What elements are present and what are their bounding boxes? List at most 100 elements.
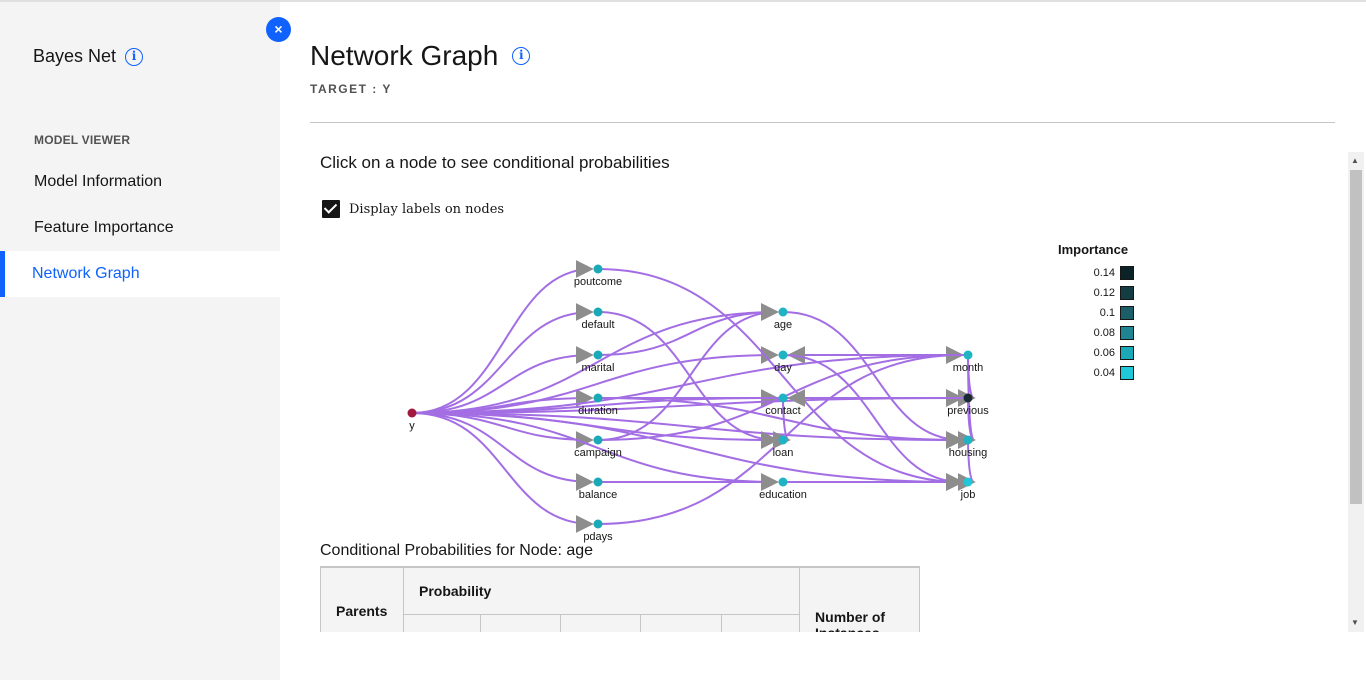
graph-node-label[interactable]: poutcome [574, 276, 622, 288]
graph-edge [411, 346, 779, 414]
graph-edge [597, 268, 964, 491]
graph-node-y[interactable] [407, 408, 417, 418]
graph-node-label[interactable]: marital [581, 362, 614, 374]
legend-entry-label: 0.06 [1093, 347, 1115, 359]
conditional-probabilities-title: Conditional Probabilities for Node: age [320, 542, 594, 559]
col-header-parents: Parents [320, 567, 404, 632]
legend-swatch [1120, 266, 1134, 280]
legend-swatch [1120, 306, 1134, 320]
sidebar: Bayes Net i MODEL VIEWER Model Informati… [0, 0, 280, 680]
graph-edge [597, 397, 964, 449]
graph-node-label[interactable]: balance [579, 489, 618, 501]
info-icon[interactable]: i [512, 47, 531, 65]
graph-edge [411, 412, 964, 491]
graph-node-label[interactable]: y [409, 420, 415, 432]
graph-node-label[interactable]: default [581, 319, 614, 331]
table-cell [479, 614, 561, 632]
graph-node-label[interactable]: housing [949, 447, 988, 459]
graph-node-balance[interactable] [593, 477, 603, 487]
close-icon: × [274, 21, 283, 37]
graph-node-job[interactable] [963, 477, 973, 487]
graph-node-loan[interactable] [778, 435, 788, 445]
display-labels-checkbox-label[interactable]: Display labels on nodes [349, 201, 505, 217]
graph-node-label[interactable]: previous [947, 405, 989, 417]
sidebar-item-model-information[interactable]: Model Information [0, 159, 280, 205]
graph-node-label[interactable]: age [774, 319, 792, 331]
divider [310, 122, 1335, 123]
info-icon[interactable]: i [125, 47, 144, 66]
legend-entry-label: 0.08 [1093, 327, 1115, 339]
scrollbar-thumb[interactable] [1350, 170, 1362, 504]
close-sidebar-button[interactable]: × [266, 17, 291, 42]
graph-edge [411, 303, 779, 414]
graph-node-day[interactable] [778, 350, 788, 360]
graph-node-label[interactable]: education [759, 489, 807, 501]
graph-edge [782, 354, 964, 491]
graph-edge [411, 412, 594, 491]
legend-swatch [1120, 286, 1134, 300]
graph-edge [411, 412, 964, 449]
graph-node-age[interactable] [778, 307, 788, 317]
legend-entry-label: 0.04 [1093, 367, 1115, 379]
graph-node-label[interactable]: contact [765, 405, 800, 417]
graph-node-previous[interactable] [963, 393, 973, 403]
graph-node-label[interactable]: day [774, 362, 792, 374]
scroll-up-icon[interactable]: ▲ [1351, 156, 1359, 165]
graph-node-label[interactable]: job [960, 489, 976, 501]
graph-node-contact[interactable] [778, 393, 788, 403]
graph-node-marital[interactable] [593, 350, 603, 360]
sidebar-item-feature-importance[interactable]: Feature Importance [0, 205, 280, 251]
table-cell [640, 614, 723, 632]
conditional-probabilities-table: Parents Probability Number of Instances [320, 566, 920, 632]
sidebar-item-network-graph[interactable]: Network Graph [0, 251, 280, 297]
scroll-down-icon[interactable]: ▼ [1351, 618, 1359, 627]
display-labels-checkbox[interactable] [322, 200, 340, 218]
graph-edge [411, 346, 594, 414]
graph-edge [597, 303, 779, 356]
target-label: TARGET : Y [310, 82, 392, 96]
sidebar-title: Bayes Net i [33, 46, 144, 67]
graph-node-month[interactable] [963, 350, 973, 360]
sidebar-item-label: Model Information [34, 173, 163, 190]
legend-entry: 0.04 [1058, 363, 1134, 383]
legend-swatch [1120, 346, 1134, 360]
legend-swatch [1120, 326, 1134, 340]
display-labels-checkbox-row[interactable]: Display labels on nodes [322, 200, 504, 218]
graph-edge [411, 412, 779, 491]
graph-edge [782, 311, 964, 449]
graph-node-label[interactable]: pdays [583, 531, 613, 543]
graph-node-poutcome[interactable] [593, 264, 603, 274]
page-title: Network Graph i [310, 40, 531, 72]
importance-legend: Importance 0.14 0.12 0.1 0.08 0.06 0.04 [1058, 242, 1134, 383]
graph-node-education[interactable] [778, 477, 788, 487]
graph-node-label[interactable]: campaign [574, 447, 622, 459]
sidebar-item-label: Network Graph [32, 265, 140, 282]
scrollbar[interactable]: ▲ ▼ [1348, 152, 1364, 632]
sidebar-section-label: MODEL VIEWER [34, 133, 131, 147]
graph-node-duration[interactable] [593, 393, 603, 403]
graph-edge [597, 303, 779, 441]
graph-node-campaign[interactable] [593, 435, 603, 445]
network-graph[interactable]: y poutcome default marital duration campaign b… [280, 2, 1040, 547]
graph-node-label[interactable]: month [953, 362, 984, 374]
legend-title: Importance [1058, 242, 1129, 257]
col-header-probability: Probability [402, 567, 801, 615]
legend-entry-label: 0.1 [1099, 307, 1115, 319]
graph-edge [411, 412, 594, 533]
graph-node-label[interactable]: duration [578, 405, 618, 417]
graph-node-housing[interactable] [963, 435, 973, 445]
graph-node-pdays[interactable] [593, 519, 603, 529]
sidebar-item-label: Feature Importance [34, 219, 174, 236]
legend-entry: 0.1 [1058, 303, 1134, 323]
graph-edge [411, 303, 594, 414]
legend-swatch [1120, 366, 1134, 380]
sidebar-title-text: Bayes Net [33, 46, 117, 66]
graph-node-label[interactable]: loan [773, 447, 794, 459]
legend-entry-label: 0.12 [1093, 287, 1115, 299]
main-content: Network Graph i TARGET : Y Click on a no… [280, 0, 1366, 680]
legend-entry: 0.06 [1058, 343, 1134, 363]
page-title-text: Network Graph [310, 40, 499, 71]
graph-node-default[interactable] [593, 307, 603, 317]
graph-edge [411, 260, 594, 414]
legend-entry: 0.14 [1058, 263, 1134, 283]
